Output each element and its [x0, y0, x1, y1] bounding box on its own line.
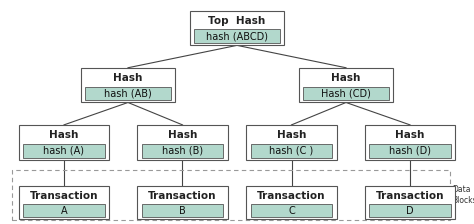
Bar: [12, 170, 450, 220]
FancyBboxPatch shape: [142, 144, 223, 157]
FancyBboxPatch shape: [251, 204, 332, 217]
FancyBboxPatch shape: [246, 186, 337, 219]
FancyBboxPatch shape: [194, 29, 280, 43]
Text: hash (A): hash (A): [44, 146, 84, 156]
Text: hash (ABCD): hash (ABCD): [206, 31, 268, 41]
Text: A: A: [61, 205, 67, 215]
FancyBboxPatch shape: [370, 144, 450, 157]
Text: hash (B): hash (B): [162, 146, 203, 156]
Text: Hash: Hash: [395, 130, 425, 140]
FancyBboxPatch shape: [24, 204, 104, 217]
Text: Hash: Hash: [277, 130, 306, 140]
Text: hash (D): hash (D): [389, 146, 431, 156]
Text: Transaction: Transaction: [148, 191, 217, 201]
Text: hash (AB): hash (AB): [104, 88, 152, 99]
Text: Transaction: Transaction: [376, 191, 444, 201]
FancyBboxPatch shape: [190, 11, 284, 45]
Text: Transaction: Transaction: [257, 191, 326, 201]
FancyBboxPatch shape: [85, 86, 171, 100]
FancyBboxPatch shape: [365, 186, 455, 219]
FancyBboxPatch shape: [303, 86, 389, 100]
Text: Hash: Hash: [49, 130, 79, 140]
Text: Top  Hash: Top Hash: [209, 16, 265, 26]
FancyBboxPatch shape: [81, 68, 175, 103]
Text: Hash: Hash: [331, 73, 361, 83]
Text: Data
Blocks: Data Blocks: [453, 185, 474, 205]
FancyBboxPatch shape: [142, 204, 223, 217]
Text: C: C: [288, 205, 295, 215]
FancyBboxPatch shape: [19, 186, 109, 219]
Text: hash (C ): hash (C ): [269, 146, 314, 156]
FancyBboxPatch shape: [137, 125, 228, 159]
Text: Hash (CD): Hash (CD): [321, 88, 371, 99]
FancyBboxPatch shape: [246, 125, 337, 159]
FancyBboxPatch shape: [24, 144, 104, 157]
Text: Hash: Hash: [113, 73, 143, 83]
Text: Hash: Hash: [168, 130, 197, 140]
FancyBboxPatch shape: [370, 204, 450, 217]
FancyBboxPatch shape: [299, 68, 393, 103]
FancyBboxPatch shape: [251, 144, 332, 157]
FancyBboxPatch shape: [137, 186, 228, 219]
Text: D: D: [406, 205, 414, 215]
Text: Transaction: Transaction: [30, 191, 98, 201]
FancyBboxPatch shape: [365, 125, 455, 159]
FancyBboxPatch shape: [19, 125, 109, 159]
Text: B: B: [179, 205, 186, 215]
